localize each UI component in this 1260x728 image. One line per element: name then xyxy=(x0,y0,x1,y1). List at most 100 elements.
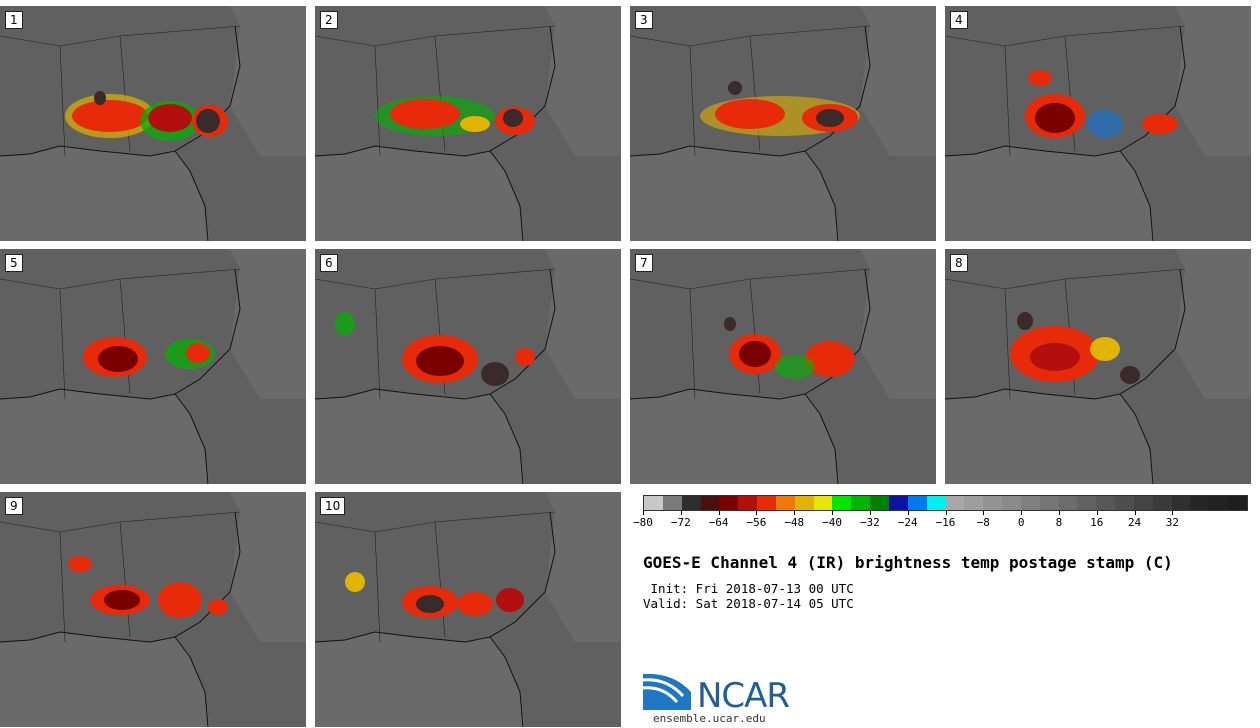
ensemble-member-panel: 6 xyxy=(315,249,621,484)
ensemble-member-panel: 4 xyxy=(945,6,1251,241)
ensemble-member-panel: 2 xyxy=(315,6,621,241)
valid-time: Valid: Sat 2018-07-14 05 UTC xyxy=(643,596,854,611)
panel-label: 1 xyxy=(5,11,23,29)
panel-label: 10 xyxy=(320,497,346,515)
colorbar-tick xyxy=(983,511,985,515)
colorbar-tick xyxy=(1058,511,1060,515)
colorbar-tick-label: −80 xyxy=(633,516,653,529)
panel-label: 6 xyxy=(320,254,338,272)
panel-label: 4 xyxy=(950,11,968,29)
colorbar-swatch xyxy=(1171,496,1191,510)
colorbar-swatch xyxy=(794,496,814,510)
panel-label: 9 xyxy=(5,497,23,515)
colorbar-swatch xyxy=(700,496,720,510)
ensemble-member-panel: 8 xyxy=(945,249,1251,484)
colorbar-swatch xyxy=(681,496,701,510)
panel-label: 5 xyxy=(5,254,23,272)
colorbar-tick xyxy=(794,511,796,515)
satellite-map xyxy=(315,492,621,727)
panel-label: 2 xyxy=(320,11,338,29)
satellite-map xyxy=(0,249,306,484)
colorbar-swatch xyxy=(1133,496,1153,510)
site-url: ensemble.ucar.edu xyxy=(653,712,766,725)
colorbar-swatch xyxy=(1077,496,1097,510)
panel-label: 3 xyxy=(635,11,653,29)
colorbar xyxy=(643,495,1248,511)
colorbar-swatch xyxy=(719,496,739,510)
ncar-logo-icon xyxy=(643,673,691,710)
colorbar-tick-label: 16 xyxy=(1090,516,1104,529)
colorbar-tick xyxy=(907,511,909,515)
colorbar-swatch xyxy=(983,496,1003,510)
panel-label: 7 xyxy=(635,254,653,272)
colorbar-swatch xyxy=(757,496,776,510)
satellite-map xyxy=(630,6,936,241)
colorbar-swatch xyxy=(662,496,682,510)
ensemble-member-panel: 10 xyxy=(315,492,621,727)
colorbar-tick-label: 32 xyxy=(1165,516,1179,529)
colorbar-tick xyxy=(869,511,871,515)
colorbar-tick xyxy=(945,511,947,515)
colorbar-swatch xyxy=(832,496,852,510)
satellite-map xyxy=(315,249,621,484)
colorbar-tick-label: −24 xyxy=(897,516,918,529)
colorbar-tick xyxy=(643,511,644,515)
colorbar-swatch xyxy=(926,496,946,510)
satellite-map xyxy=(630,249,936,484)
chart-title: GOES-E Channel 4 (IR) brightness temp po… xyxy=(643,553,1173,572)
colorbar-swatch xyxy=(964,496,984,510)
colorbar-tick-label: −40 xyxy=(822,516,842,529)
satellite-map xyxy=(945,249,1251,484)
colorbar-swatch xyxy=(1020,496,1040,510)
colorbar-swatch xyxy=(1152,496,1172,510)
satellite-map xyxy=(945,6,1251,241)
satellite-map xyxy=(0,6,306,241)
colorbar-tick-label: −64 xyxy=(708,516,729,529)
colorbar-tick xyxy=(832,511,834,515)
colorbar-tick xyxy=(1096,511,1098,515)
ensemble-member-panel: 3 xyxy=(630,6,936,241)
colorbar-tick-label: 0 xyxy=(1017,516,1025,529)
ensemble-member-panel: 5 xyxy=(0,249,306,484)
colorbar-swatch xyxy=(945,496,965,510)
colorbar-swatch xyxy=(907,496,927,510)
colorbar-swatch xyxy=(1096,496,1116,510)
colorbar-swatch xyxy=(1190,496,1210,510)
colorbar-tick xyxy=(1021,511,1023,515)
colorbar-tick xyxy=(718,511,720,515)
colorbar-tick-label: 8 xyxy=(1055,516,1063,529)
colorbar-swatch xyxy=(1039,496,1059,510)
colorbar-tick-label: −72 xyxy=(670,516,691,529)
colorbar-swatch xyxy=(1228,496,1247,510)
colorbar-swatch xyxy=(1115,496,1134,510)
colorbar-swatch xyxy=(1002,496,1021,510)
panel-label: 8 xyxy=(950,254,968,272)
colorbar-swatch xyxy=(775,496,795,510)
colorbar-tick xyxy=(1172,511,1174,515)
colorbar-swatch xyxy=(851,496,871,510)
colorbar-swatch xyxy=(870,496,889,510)
satellite-map xyxy=(0,492,306,727)
colorbar-swatch xyxy=(813,496,833,510)
colorbar-tick-label: −32 xyxy=(859,516,880,529)
colorbar-swatch xyxy=(1058,496,1078,510)
colorbar-tick xyxy=(680,511,682,515)
colorbar-tick-label: −16 xyxy=(935,516,956,529)
colorbar-ticks: −80 −72 −64 −56 −48 −40 −32 −24 −16 −8 0 8 16 24 32 xyxy=(633,511,1248,533)
ensemble-member-panel: 7 xyxy=(630,249,936,484)
logo-text: NCAR xyxy=(697,676,790,716)
colorbar-swatch xyxy=(1209,496,1229,510)
colorbar-tick-label: −8 xyxy=(976,516,990,529)
colorbar-tick-label: −56 xyxy=(746,516,767,529)
colorbar-tick-label: −48 xyxy=(784,516,805,529)
colorbar-swatch xyxy=(644,496,663,510)
satellite-map xyxy=(315,6,621,241)
colorbar-tick-label: 24 xyxy=(1127,516,1142,529)
colorbar-tick xyxy=(1134,511,1136,515)
ensemble-member-panel: 9 xyxy=(0,492,306,727)
colorbar-tick xyxy=(756,511,758,515)
ensemble-member-panel: 1 xyxy=(0,6,306,241)
init-time: Init: Fri 2018-07-13 00 UTC xyxy=(643,581,854,596)
colorbar-swatch xyxy=(738,496,758,510)
colorbar-swatch xyxy=(888,496,908,510)
